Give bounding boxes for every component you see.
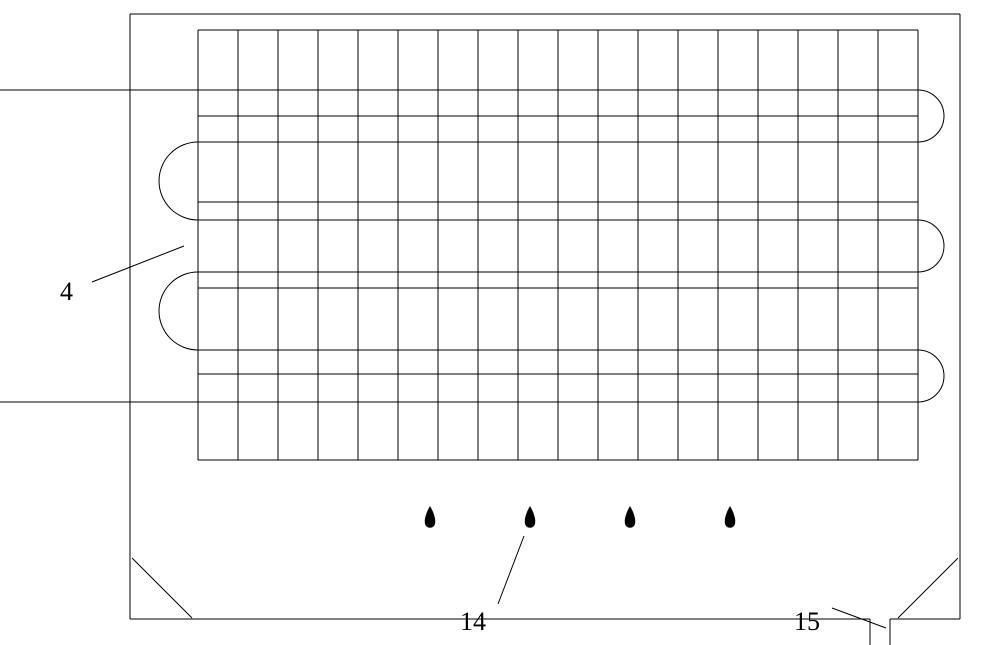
label-l14-leader (498, 536, 524, 604)
label-l4-leader (92, 246, 184, 282)
label-l4-text: 4 (60, 277, 73, 306)
condensate-drop (525, 506, 536, 528)
label-l15-leader (832, 608, 886, 628)
condensate-drop (425, 506, 436, 528)
serpentine-coil (0, 90, 944, 402)
corner-slope-left (132, 558, 192, 618)
condensate-drop (625, 506, 636, 528)
label-l15-text: 15 (794, 607, 820, 636)
corner-slope-right (898, 558, 958, 618)
condensate-drop (725, 506, 736, 528)
label-l14-text: 14 (460, 607, 486, 636)
